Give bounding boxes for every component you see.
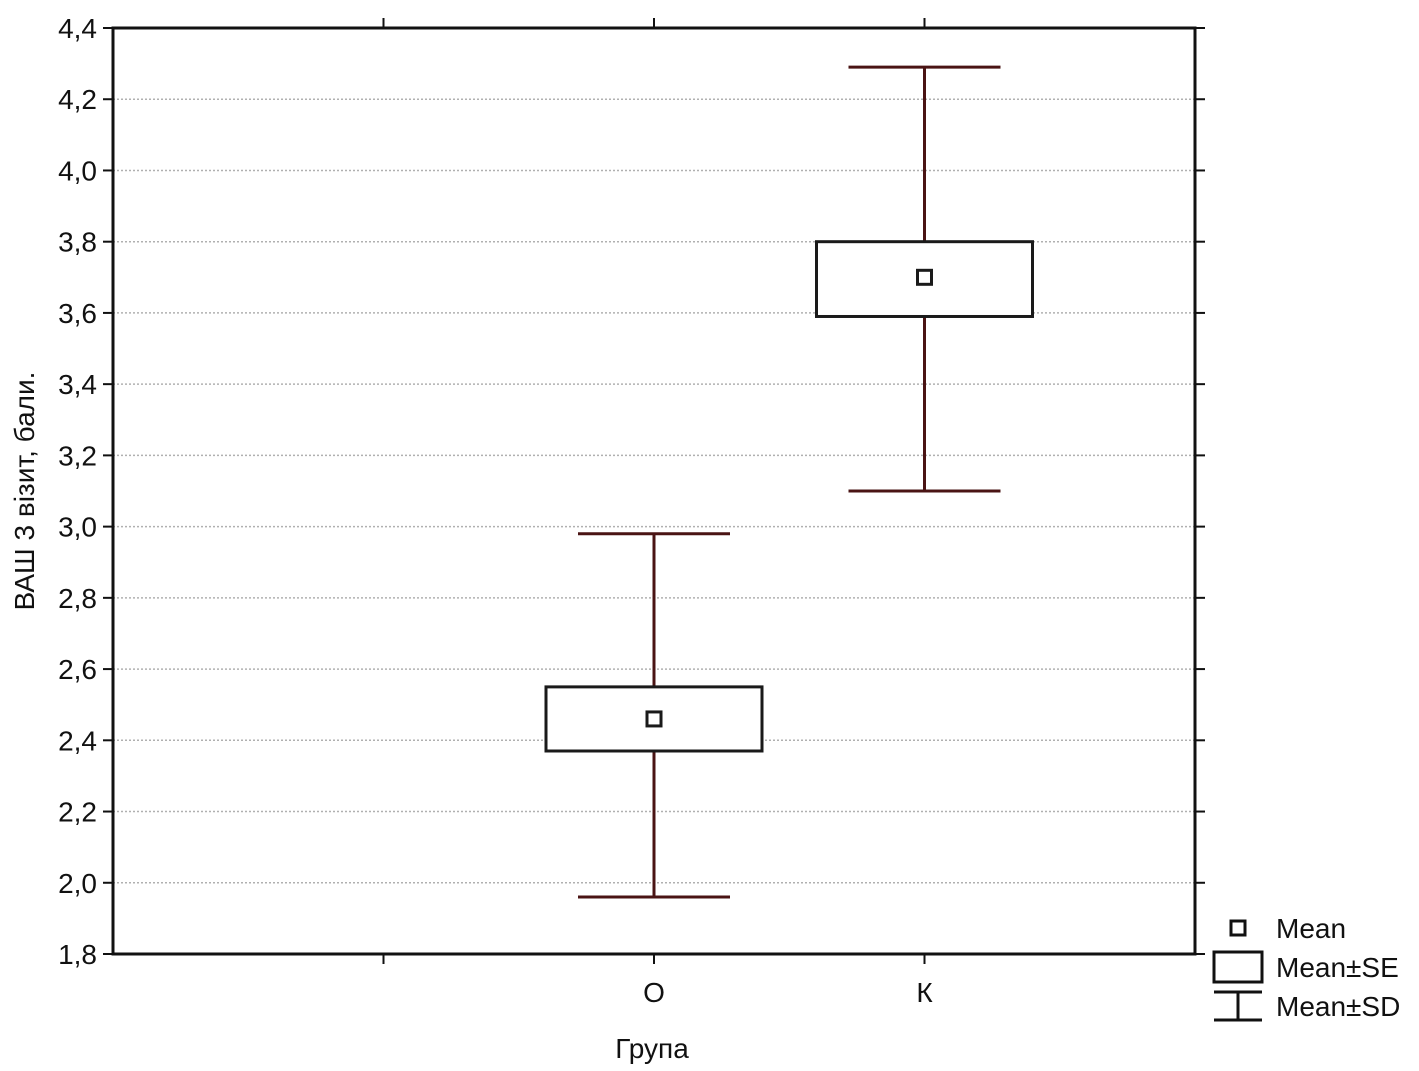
x-tick-label: О bbox=[643, 977, 665, 1008]
x-tick-label: К bbox=[916, 977, 933, 1008]
group-o bbox=[544, 532, 764, 899]
y-tick-label: 3,2 bbox=[58, 440, 97, 471]
mean-marker bbox=[916, 268, 933, 286]
legend-label-sd: Mean±SD bbox=[1276, 991, 1400, 1022]
y-tick-label: 2,0 bbox=[58, 868, 97, 899]
legend-mean-swatch bbox=[1229, 919, 1247, 937]
series bbox=[544, 65, 1034, 899]
y-tick-label: 3,4 bbox=[58, 369, 97, 400]
x-axis-title: Група bbox=[615, 1033, 689, 1064]
y-tick-label: 4,2 bbox=[58, 84, 97, 115]
y-tick-label: 3,8 bbox=[58, 227, 97, 258]
y-axis-title: ВАШ 3 візит, бали. bbox=[9, 372, 40, 611]
legend-label-se: Mean±SE bbox=[1276, 952, 1399, 983]
mean-marker bbox=[645, 710, 663, 728]
y-tick-label: 3,6 bbox=[58, 298, 97, 329]
legend: Mean Mean±SE Mean±SD bbox=[1212, 913, 1400, 1022]
y-tick-label: 4,0 bbox=[58, 155, 97, 186]
y-tick-label: 3,0 bbox=[58, 512, 97, 543]
group-k bbox=[815, 65, 1034, 493]
y-tick-label: 2,6 bbox=[58, 654, 97, 685]
y-tick-label: 1,8 bbox=[58, 939, 97, 970]
y-tick-label: 2,8 bbox=[58, 583, 97, 614]
y-axis-ticks: 1,8 2,0 2,2 2,4 2,6 2,8 3,0 3,2 3,4 3,6 3,8 4,0 4,2 4… bbox=[58, 13, 1205, 970]
y-tick-label: 2,2 bbox=[58, 797, 97, 828]
y-tick-label: 4,4 bbox=[58, 13, 97, 44]
y-tick-label: 2,4 bbox=[58, 725, 97, 756]
legend-label-mean: Mean bbox=[1276, 913, 1346, 944]
legend-se-swatch bbox=[1212, 950, 1264, 984]
